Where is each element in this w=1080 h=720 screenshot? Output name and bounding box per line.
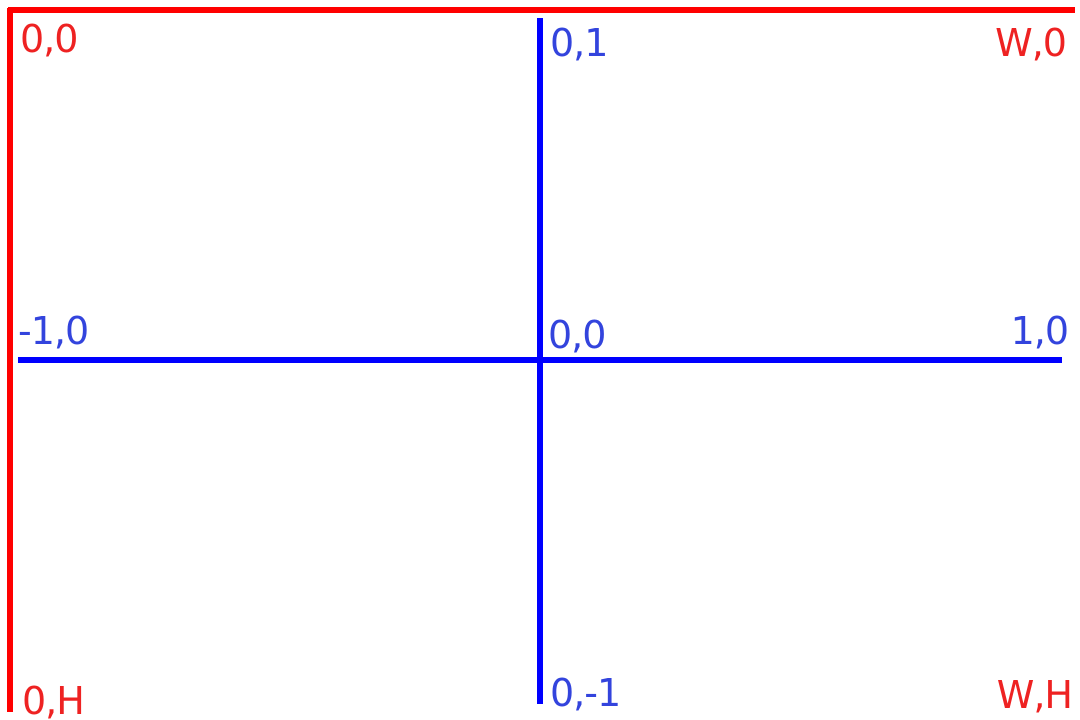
axis-label-right: 1,0 (1011, 309, 1068, 353)
axis-label-bottom: 0,-1 (550, 671, 620, 715)
corner-label-bottom-right: W,H (997, 673, 1072, 717)
corner-label-top-left: 0,0 (20, 17, 77, 61)
corner-label-bottom-left: 0,H (22, 679, 84, 720)
axis-label-top: 0,1 (550, 21, 607, 65)
axis-label-left: -1,0 (18, 309, 88, 353)
axis-label-center: 0,0 (548, 313, 605, 357)
corner-label-top-right: W,0 (995, 21, 1066, 65)
